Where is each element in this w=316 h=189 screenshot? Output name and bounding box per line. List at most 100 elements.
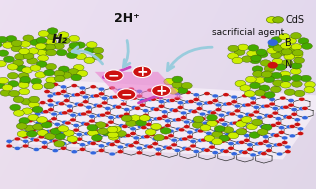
Circle shape (278, 126, 285, 130)
Circle shape (257, 129, 268, 135)
Circle shape (169, 108, 175, 112)
Circle shape (90, 94, 96, 98)
Circle shape (101, 96, 108, 100)
Circle shape (216, 140, 223, 143)
Circle shape (40, 101, 46, 105)
Circle shape (240, 85, 251, 91)
Circle shape (207, 114, 217, 121)
Circle shape (268, 40, 277, 45)
Circle shape (209, 145, 215, 149)
Circle shape (128, 87, 134, 91)
Circle shape (184, 125, 190, 129)
Circle shape (86, 42, 97, 48)
Circle shape (151, 123, 161, 130)
Circle shape (276, 143, 283, 146)
Text: N: N (285, 60, 293, 70)
Circle shape (136, 94, 143, 98)
Circle shape (172, 82, 183, 88)
Circle shape (55, 92, 62, 95)
Circle shape (244, 138, 250, 142)
Circle shape (136, 90, 143, 93)
Circle shape (166, 99, 172, 103)
Circle shape (288, 99, 294, 102)
Circle shape (58, 102, 65, 106)
Circle shape (261, 71, 272, 78)
Circle shape (98, 149, 105, 152)
Circle shape (96, 104, 103, 108)
Circle shape (19, 121, 25, 125)
Circle shape (220, 139, 226, 143)
Circle shape (278, 49, 289, 56)
Circle shape (201, 138, 207, 142)
Circle shape (136, 120, 147, 126)
Circle shape (294, 90, 305, 97)
Circle shape (68, 140, 74, 143)
Circle shape (79, 91, 86, 94)
Circle shape (291, 108, 297, 112)
Circle shape (229, 112, 235, 116)
Circle shape (163, 145, 169, 149)
Circle shape (112, 95, 118, 99)
Circle shape (84, 132, 90, 136)
Circle shape (22, 108, 33, 114)
Circle shape (166, 146, 172, 150)
Circle shape (199, 117, 206, 121)
Circle shape (236, 129, 247, 135)
Circle shape (121, 115, 132, 122)
Circle shape (45, 44, 56, 50)
Circle shape (47, 99, 53, 102)
Circle shape (251, 55, 261, 61)
Circle shape (30, 65, 41, 71)
Circle shape (282, 136, 288, 140)
Circle shape (134, 106, 141, 110)
Circle shape (294, 118, 301, 122)
Circle shape (247, 147, 253, 151)
Circle shape (77, 112, 84, 116)
Circle shape (280, 96, 286, 100)
Circle shape (29, 96, 40, 103)
Circle shape (291, 81, 302, 87)
Circle shape (204, 148, 210, 152)
Circle shape (263, 139, 269, 143)
Circle shape (232, 121, 239, 125)
Circle shape (261, 105, 267, 108)
Circle shape (41, 122, 52, 128)
Circle shape (273, 134, 280, 137)
Circle shape (54, 75, 65, 82)
Circle shape (131, 106, 137, 109)
Circle shape (305, 81, 315, 88)
Circle shape (51, 117, 57, 121)
Circle shape (161, 110, 168, 114)
Circle shape (87, 125, 98, 131)
Circle shape (177, 87, 188, 94)
Circle shape (77, 103, 84, 107)
Circle shape (267, 114, 273, 118)
Circle shape (30, 137, 36, 141)
Circle shape (31, 108, 38, 112)
Circle shape (68, 47, 78, 53)
Circle shape (0, 60, 6, 67)
Circle shape (0, 36, 7, 43)
Circle shape (98, 144, 105, 148)
Circle shape (49, 129, 55, 133)
Circle shape (254, 77, 265, 83)
Circle shape (84, 57, 95, 64)
Circle shape (67, 109, 73, 113)
Circle shape (279, 33, 290, 40)
Circle shape (38, 55, 49, 61)
Circle shape (191, 110, 198, 114)
Circle shape (117, 145, 124, 149)
Circle shape (98, 128, 108, 134)
Circle shape (281, 75, 292, 82)
Circle shape (86, 105, 92, 109)
Circle shape (48, 108, 54, 112)
Circle shape (38, 30, 49, 37)
Circle shape (153, 117, 160, 121)
Circle shape (52, 92, 58, 96)
Circle shape (199, 112, 206, 116)
Circle shape (291, 75, 302, 81)
Circle shape (160, 128, 171, 134)
Circle shape (22, 139, 29, 143)
Circle shape (262, 71, 273, 77)
Circle shape (232, 57, 243, 64)
